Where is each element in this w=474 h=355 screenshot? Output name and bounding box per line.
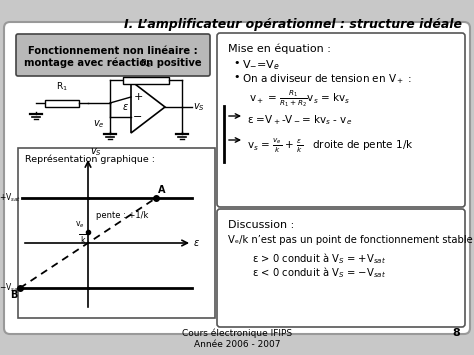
FancyBboxPatch shape [4,22,470,334]
Text: 8: 8 [452,328,460,338]
Text: On a diviseur de tension en V$_+$ :: On a diviseur de tension en V$_+$ : [242,72,412,86]
Text: v$_e$: v$_e$ [75,219,85,230]
Text: +V$_{sat}$: +V$_{sat}$ [0,192,21,204]
Text: +: + [133,92,143,102]
Text: ε: ε [194,238,199,248]
FancyArrowPatch shape [229,138,240,142]
Text: Mise en équation :: Mise en équation : [228,44,331,55]
Text: −V$_{sat}$: −V$_{sat}$ [0,282,21,294]
Text: Fonctionnement non linéaire :: Fonctionnement non linéaire : [28,46,198,56]
FancyArrowPatch shape [229,114,240,118]
Text: pente : +1/k: pente : +1/k [96,212,148,220]
Text: Cours électronique IFIPS: Cours électronique IFIPS [182,328,292,338]
Text: v$_e$: v$_e$ [93,118,105,130]
Text: A: A [158,185,165,195]
Text: ε =V$_+$-V$_-$= kv$_s$ - v$_e$: ε =V$_+$-V$_-$= kv$_s$ - v$_e$ [247,113,352,127]
Text: −: − [133,112,143,122]
FancyBboxPatch shape [217,33,465,207]
FancyBboxPatch shape [217,209,465,327]
Text: Représentation graphique :: Représentation graphique : [25,155,155,164]
Text: I. L’amplificateur opérationnel : structure idéale: I. L’amplificateur opérationnel : struct… [124,18,462,31]
Text: R$_2$: R$_2$ [140,58,152,70]
Bar [18,148,215,318]
Text: ε: ε [123,102,128,112]
Text: v$_s$ = $\frac{v_e}{k}$ + $\frac{\varepsilon}{k}$   droite de pente 1/k: v$_s$ = $\frac{v_e}{k}$ + $\frac{\vareps… [247,137,414,155]
Text: Discussion :: Discussion : [228,220,294,230]
Text: ε < 0 conduit à V$_S$ = −V$_{sat}$: ε < 0 conduit à V$_S$ = −V$_{sat}$ [252,265,386,280]
Bar [123,76,169,83]
Text: Année 2006 - 2007: Année 2006 - 2007 [194,340,280,349]
Bar [45,99,79,106]
Text: V$_{-}$=V$_e$: V$_{-}$=V$_e$ [242,58,280,72]
Text: v$_S$: v$_S$ [193,101,205,113]
FancyBboxPatch shape [16,34,210,76]
Text: R$_1$: R$_1$ [56,81,68,93]
Text: k: k [81,236,85,245]
Polygon shape [131,81,165,133]
Text: B: B [10,290,18,300]
Text: •: • [233,58,239,68]
Text: ε > 0 conduit à V$_S$ = +V$_{sat}$: ε > 0 conduit à V$_S$ = +V$_{sat}$ [252,251,386,266]
Text: v$_S$: v$_S$ [90,146,102,158]
Text: v$_+$ = $\frac{R_1}{R_1+R_2}$v$_s$ = kv$_s$: v$_+$ = $\frac{R_1}{R_1+R_2}$v$_s$ = kv$… [249,88,351,109]
Text: Vₑ/k n’est pas un point de fonctionnement stable :: Vₑ/k n’est pas un point de fonctionnemen… [228,235,474,245]
Text: •: • [233,72,239,82]
Text: montage avec réaction positive: montage avec réaction positive [24,58,202,68]
